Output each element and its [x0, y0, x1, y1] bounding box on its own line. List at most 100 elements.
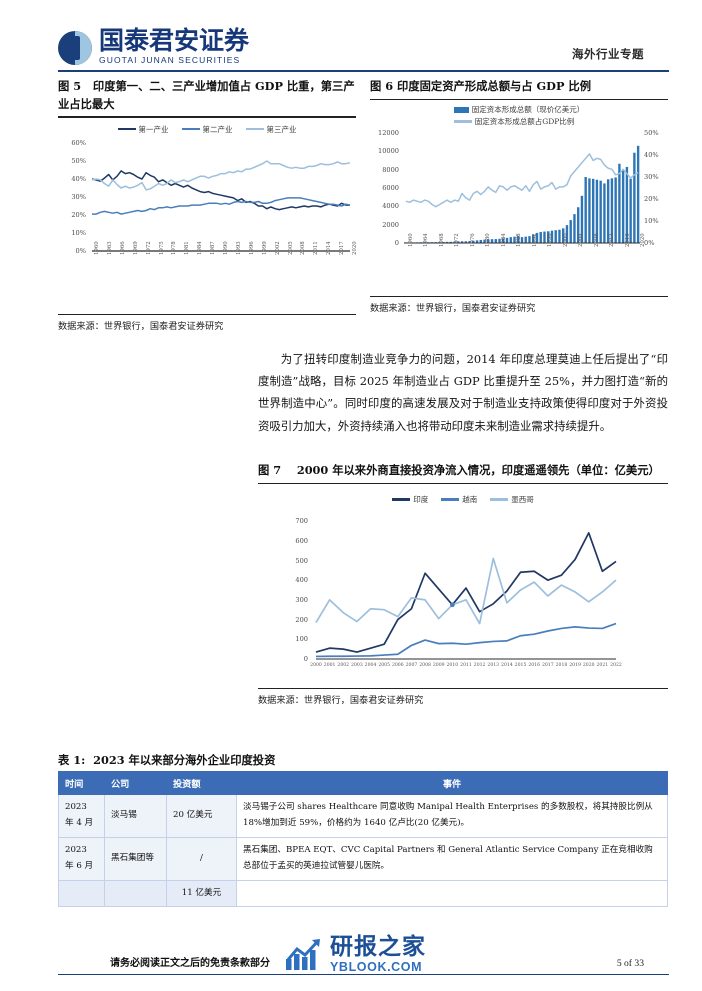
- axis-tick-label: 0%: [75, 246, 86, 255]
- logo-title-cn: 国泰君安证券: [99, 26, 250, 55]
- axis-tick-label: 2007: [405, 663, 418, 669]
- figure-7: 图 7 2000 年以来外商直接投资净流入情况，印度遥遥领先（单位：亿美元） 印…: [258, 462, 668, 706]
- axis-tick-label: 2012: [609, 233, 616, 248]
- axis-tick-label: 0%: [644, 239, 655, 248]
- axis-tick-label: 1972: [454, 233, 461, 248]
- axis-tick-label: 2005: [378, 663, 391, 669]
- axis-tick-label: 600: [295, 536, 308, 545]
- th-event: 事件: [236, 771, 668, 795]
- axis-tick-label: 1978: [171, 240, 178, 255]
- overseas-investment-table: 时间 公司 投资额 事件 2023 年 4 月 淡马锡 20 亿美元 淡马锡子公…: [58, 771, 668, 908]
- axis-tick-label: 2008: [419, 663, 431, 669]
- axis-tick-label: 100: [295, 635, 308, 644]
- axis-tick-label: 10%: [71, 228, 86, 237]
- axis-tick-label: 2018: [555, 663, 568, 669]
- figure-5-number: 图 5: [58, 79, 82, 93]
- axis-tick-label: 2001: [323, 663, 336, 669]
- header-section-label: 海外行业专题: [572, 47, 644, 61]
- axis-tick-label: 2015: [514, 663, 527, 669]
- legend-item: 第一产业: [117, 124, 169, 135]
- axis-tick-label: 1988: [516, 233, 523, 248]
- axis-tick-label: 6000: [382, 184, 399, 193]
- figure-5-caption: 印度第一、二、三产业增加值占 GDP 比重，第三产业占比最大: [58, 79, 355, 111]
- axis-tick-label: 2004: [578, 233, 585, 248]
- axis-tick-label: 1984: [197, 240, 204, 255]
- axis-tick-label: 1987: [210, 240, 217, 255]
- table-1-title: 表 1: 2023 年以来部分海外企业印度投资: [58, 752, 275, 768]
- legend-swatch: [453, 106, 469, 113]
- table-1-caption: 2023 年以来部分海外企业印度投资: [93, 753, 276, 767]
- header-divider: [58, 70, 669, 72]
- legend-item: 墨西哥: [490, 494, 534, 505]
- figure-7-caption: 2000 年以来外商直接投资净流入情况，印度遥遥领先（单位：亿美元）: [296, 463, 660, 477]
- figure-5: 图 5 印度第一、二、三产业增加值占 GDP 比重，第三产业占比最大 第一产业第…: [58, 78, 358, 332]
- legend-swatch: [245, 127, 264, 131]
- axis-tick-label: 20%: [644, 195, 659, 204]
- legend-label: 第一产业: [138, 124, 169, 134]
- axis-tick-label: 2002: [274, 240, 281, 255]
- legend-label: 印度: [413, 495, 429, 505]
- legend-swatch: [441, 498, 460, 501]
- axis-tick-label: 1964: [423, 233, 430, 248]
- axis-tick-label: 2005: [287, 240, 294, 255]
- legend-label: 墨西哥: [511, 495, 534, 505]
- figure-5-rule: [58, 116, 356, 118]
- cell-event: 黑石集团、BPEA EQT、CVC Capital Partners 和 Gen…: [236, 836, 668, 881]
- axis-tick-label: 1960: [94, 240, 100, 255]
- chart-legend: 第一产业 第二产业 第三产业: [58, 124, 356, 135]
- axis-tick-label: 1993: [235, 240, 242, 255]
- axis-tick-label: 0: [303, 655, 308, 664]
- figure-6-source: 数据来源：世界银行，国泰君安证券研究: [370, 296, 668, 314]
- cell-company: 淡马锡: [104, 794, 167, 838]
- axis-tick-label: 1996: [547, 233, 554, 248]
- axis-tick-label: 1992: [531, 233, 538, 248]
- watermark: 研报之家 YBLOOK.COM: [285, 935, 426, 974]
- axis-tick-label: 30%: [644, 173, 659, 182]
- figure-6-chart: 固定资本形成总额（现价亿美元） 固定资本形成总额占GDP比例 0 2000 4000 60…: [370, 100, 668, 292]
- figure-5-chart: 第一产业 第二产业 第三产业 0% 10% 20% 30% 40% 50% 60% 1960 1963…: [58, 118, 358, 310]
- axis-tick-label: 2000: [382, 220, 399, 229]
- axis-tick-label: 2009: [432, 663, 445, 669]
- axis-tick-label: 300: [295, 595, 308, 604]
- axis-tick-label: 1960: [407, 233, 414, 248]
- cell-amount: 11 亿美元: [166, 879, 237, 908]
- axis-tick-label: 2002: [337, 663, 350, 669]
- figure-5-title: 图 5 印度第一、二、三产业增加值占 GDP 比重，第三产业占比最大: [58, 78, 356, 113]
- axis-tick-label: 2019: [569, 663, 581, 669]
- axis-tick-label: 1972: [145, 240, 152, 255]
- axis-tick-label: 12000: [378, 129, 399, 138]
- axis-tick-label: 1999: [261, 240, 268, 255]
- figure-6: 图 6 印度固定资产形成总额与占 GDP 比例 固定资本形成总额（现价亿美元）固…: [370, 78, 668, 314]
- axis-tick-label: 1966: [119, 240, 126, 255]
- legend-item: 固定资本形成总额（现价亿美元）: [453, 104, 584, 115]
- axis-tick-label: 0: [394, 239, 399, 248]
- axis-tick-label: 10%: [644, 217, 659, 226]
- axis-tick-label: 1990: [223, 240, 229, 255]
- cell-time: [58, 879, 105, 908]
- footer-divider: [58, 973, 669, 975]
- logo-mark-icon: [58, 30, 92, 65]
- cell-company: 黑石集团等: [104, 836, 167, 881]
- axis-tick-label: 2017: [339, 240, 346, 255]
- cell-amount: 20 亿美元: [166, 794, 237, 838]
- legend-swatch: [392, 498, 411, 501]
- cell-time: 2023 年 4 月: [58, 794, 105, 838]
- axis-tick-label: 1984: [500, 233, 507, 248]
- figure-7-chart: 印度 越南 墨西哥 0 100 200 300 400 500 600 700 2000 2001 200…: [258, 484, 668, 684]
- axis-tick-label: 2003: [351, 663, 363, 669]
- axis-tick-label: 2020: [640, 233, 647, 248]
- axis-tick-label: 4000: [382, 202, 399, 211]
- axis-tick-label: 10000: [378, 147, 399, 156]
- chart-legend: 印度 越南 墨西哥: [258, 494, 668, 505]
- watermark-title-en: YBLOOK.COM: [330, 959, 423, 974]
- figure-6-rule: [370, 98, 668, 101]
- chart-arrow-icon: [285, 937, 325, 971]
- axis-tick-label: 2000: [562, 233, 569, 248]
- company-logo: 国泰君安证券 GUOTAI JUNAN SECURITIES: [58, 28, 249, 65]
- legend-item: 越南: [441, 494, 477, 505]
- axis-tick-label: 40%: [644, 151, 659, 160]
- legend-label: 固定资本形成总额占GDP比例: [474, 117, 575, 127]
- logo-title-en: GUOTAI JUNAN SECURITIES: [99, 55, 241, 65]
- table-row: 2023 年 4 月 淡马锡 20 亿美元 淡马锡子公司 shares Heal…: [58, 794, 668, 838]
- chart-legend: 固定资本形成总额（现价亿美元） 固定资本形成总额占GDP比例: [370, 104, 668, 127]
